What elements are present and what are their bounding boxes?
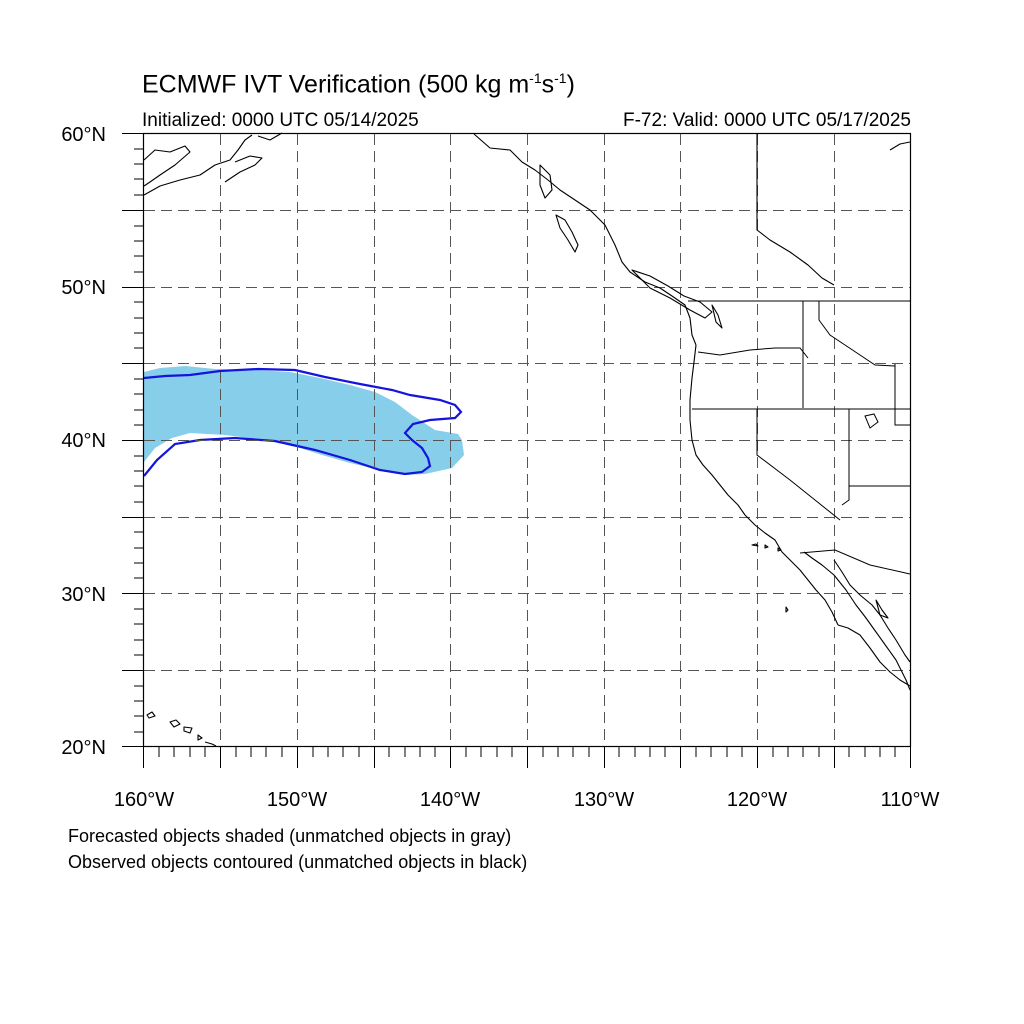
axis-ticks: [122, 133, 911, 768]
lon-label-140w: 140°W: [420, 789, 480, 811]
lat-label-50n: 50°N: [61, 277, 106, 299]
lat-label-60n: 60°N: [61, 124, 106, 146]
lon-label-110w: 110°W: [881, 789, 940, 811]
coastlines: [143, 132, 911, 747]
minor-ticks: [134, 148, 896, 757]
forecast-legend-note: Forecasted objects shaded (unmatched obj…: [68, 826, 512, 846]
observed-legend-note: Observed objects contoured (unmatched ob…: [68, 852, 528, 872]
lat-label-40n: 40°N: [61, 430, 106, 452]
lat-label-30n: 30°N: [61, 584, 106, 606]
political-borders: [688, 300, 911, 575]
lon-label-150w: 150°W: [267, 789, 327, 811]
forecast-ivt-object: [144, 366, 464, 475]
grid-lines: [144, 134, 910, 746]
map-title: ECMWF IVT Verification (500 kg m-1s-1): [142, 70, 575, 99]
observed-ivt-contour: [143, 367, 463, 477]
lat-label-20n: 20°N: [61, 737, 106, 759]
lon-label-120w: 120°W: [727, 789, 787, 811]
valid-time-label: F-72: Valid: 0000 UTC 05/17/2025: [623, 110, 911, 131]
lon-label-160w: 160°W: [114, 789, 174, 811]
lon-label-130w: 130°W: [574, 789, 634, 811]
initialized-label: Initialized: 0000 UTC 05/14/2025: [142, 110, 419, 131]
